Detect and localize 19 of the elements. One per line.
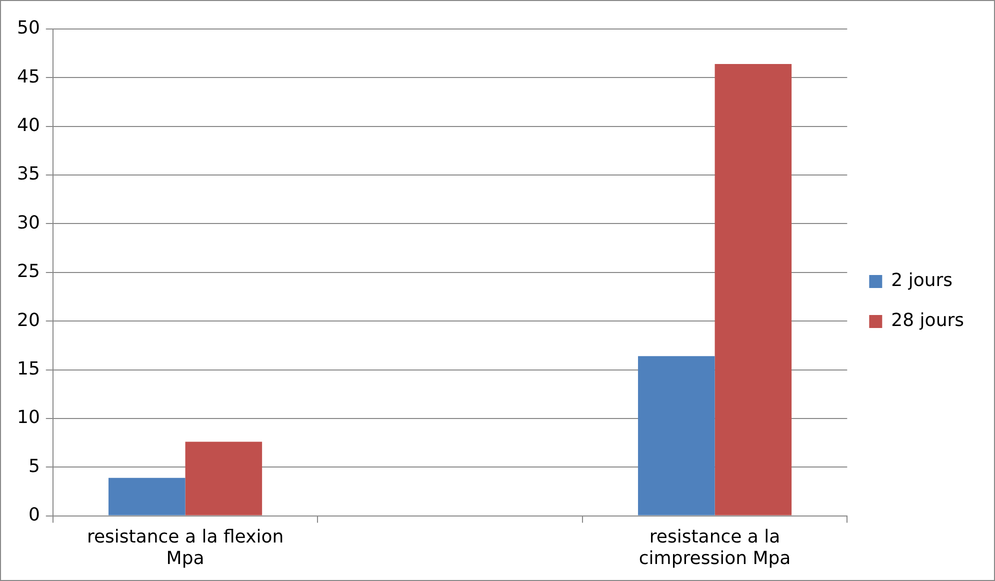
legend-label: 28 jours	[891, 310, 964, 332]
bar	[185, 442, 262, 516]
bar	[714, 64, 792, 516]
y-tick-label: 45	[17, 66, 40, 88]
legend-label: 2 jours	[891, 270, 953, 292]
bar	[638, 356, 715, 516]
y-tick-label: 40	[17, 115, 40, 136]
y-tick-label: 25	[17, 261, 40, 282]
y-tick-label: 15	[17, 358, 40, 380]
y-tick-label: 35	[17, 164, 40, 185]
y-tick-label: 20	[17, 310, 40, 331]
y-tick-label: 50	[17, 18, 40, 39]
bar	[108, 478, 186, 516]
y-tick-label: 10	[17, 407, 40, 428]
x-tick-label: resistance a la cimpression Mpa	[638, 526, 791, 569]
y-tick-label: 0	[28, 504, 40, 526]
y-tick-label: 30	[17, 212, 40, 234]
y-tick-label: 5	[28, 456, 40, 477]
x-tick-label: resistance a la flexion Mpa	[86, 526, 284, 569]
